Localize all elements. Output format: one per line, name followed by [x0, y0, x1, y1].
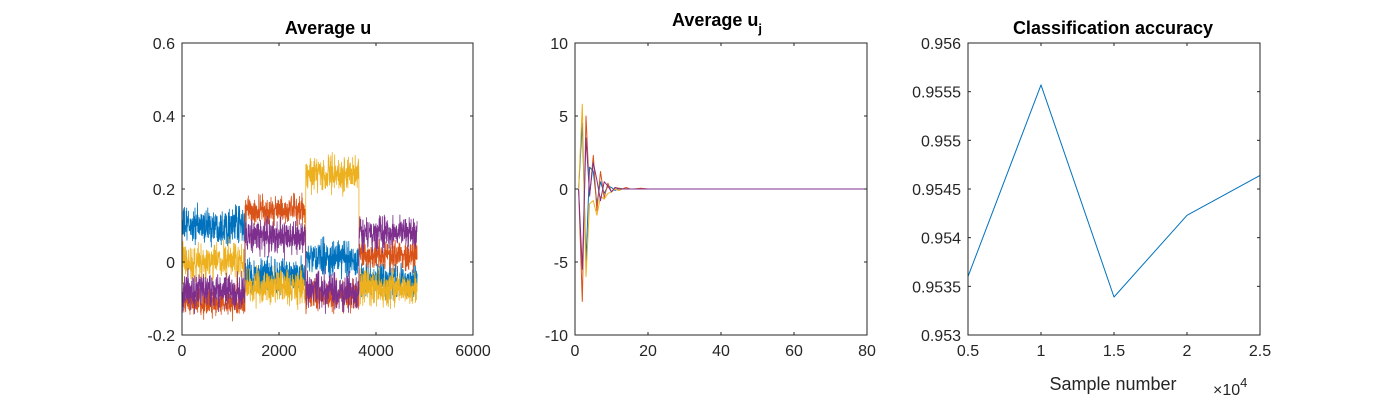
axes-box [967, 42, 1261, 336]
axis-ticks: 0.5 1 1.5 2 2.5 0.953 0.9535 0.954 0.9545 0.955 0.… [912, 36, 1271, 360]
series-line [181, 192, 418, 322]
y-tick-label: 0.2 [153, 182, 175, 199]
axis-ticks: 0 20 40 60 80 -10 -5 0 5 10 [545, 36, 876, 360]
series-line [967, 84, 1261, 298]
plot-area [181, 152, 418, 322]
y-tick-label: 0.4 [153, 109, 175, 126]
y-tick-label: 0.956 [921, 36, 961, 53]
y-tick-label: -0.2 [147, 328, 175, 345]
x-tick-label: 1.5 [1103, 343, 1125, 360]
x-tick-label: 4000 [358, 343, 394, 360]
x-multiplier-exponent: 4 [1240, 375, 1247, 390]
y-tick-label: 0.9555 [912, 85, 961, 102]
x-tick-label: 80 [858, 343, 876, 360]
chart-classification-accuracy: Classification accuracy 0.5 1 1.5 2 2.5 0.953… [912, 18, 1271, 399]
y-tick-label: -5 [554, 255, 568, 272]
series-line [578, 137, 867, 270]
x-multiplier-base: ×10 [1213, 382, 1240, 399]
x-axis-label: Sample number [1049, 374, 1176, 394]
series-line [578, 103, 867, 278]
x-tick-label: 20 [639, 343, 657, 360]
chart-title-subscript: j [757, 21, 762, 36]
x-tick-label: 0 [178, 343, 187, 360]
series-line [578, 122, 867, 263]
x-tick-label: 0.5 [957, 343, 979, 360]
x-tick-label: 2 [1183, 343, 1192, 360]
x-tick-label: 1 [1037, 343, 1046, 360]
y-tick-label: -10 [545, 328, 568, 345]
chart-average-uj: Average uj 0 20 40 60 80 -10 -5 0 5 10 [545, 10, 876, 360]
y-tick-label: 10 [550, 36, 568, 53]
axis-ticks: 0 2000 4000 6000-0.200.20.40.6 [147, 36, 490, 360]
x-tick-label: 40 [712, 343, 730, 360]
chart-average-u: Average u 0 2000 4000 6000-0.200.20.40.6 [147, 18, 490, 360]
chart-title: Average uj [672, 10, 762, 36]
y-tick-label: 0.953 [921, 328, 961, 345]
y-tick-label: 0 [166, 255, 175, 272]
y-tick-label: 0.955 [921, 133, 961, 150]
plot-area [967, 84, 1261, 298]
y-tick-label: 0.9535 [912, 279, 961, 296]
y-tick-label: 0 [559, 182, 568, 199]
x-axis-multiplier: ×104 [1213, 375, 1247, 399]
chart-title: Classification accuracy [1013, 18, 1213, 38]
x-tick-label: 2000 [261, 343, 297, 360]
x-tick-label: 6000 [455, 343, 491, 360]
y-tick-label: 0.9545 [912, 182, 961, 199]
plot-area [578, 103, 867, 302]
series-line [578, 115, 867, 302]
series-line [181, 152, 418, 311]
y-tick-label: 0.954 [921, 231, 961, 248]
x-tick-label: 60 [785, 343, 803, 360]
series-line [181, 214, 418, 314]
chart-title: Average u [285, 18, 371, 38]
y-tick-label: 5 [559, 109, 568, 126]
y-tick-label: 0.6 [153, 36, 175, 53]
chart-title-main: Average u [672, 10, 758, 30]
x-tick-label: 0 [571, 343, 580, 360]
x-tick-label: 2.5 [1249, 343, 1271, 360]
series-line [181, 202, 418, 301]
